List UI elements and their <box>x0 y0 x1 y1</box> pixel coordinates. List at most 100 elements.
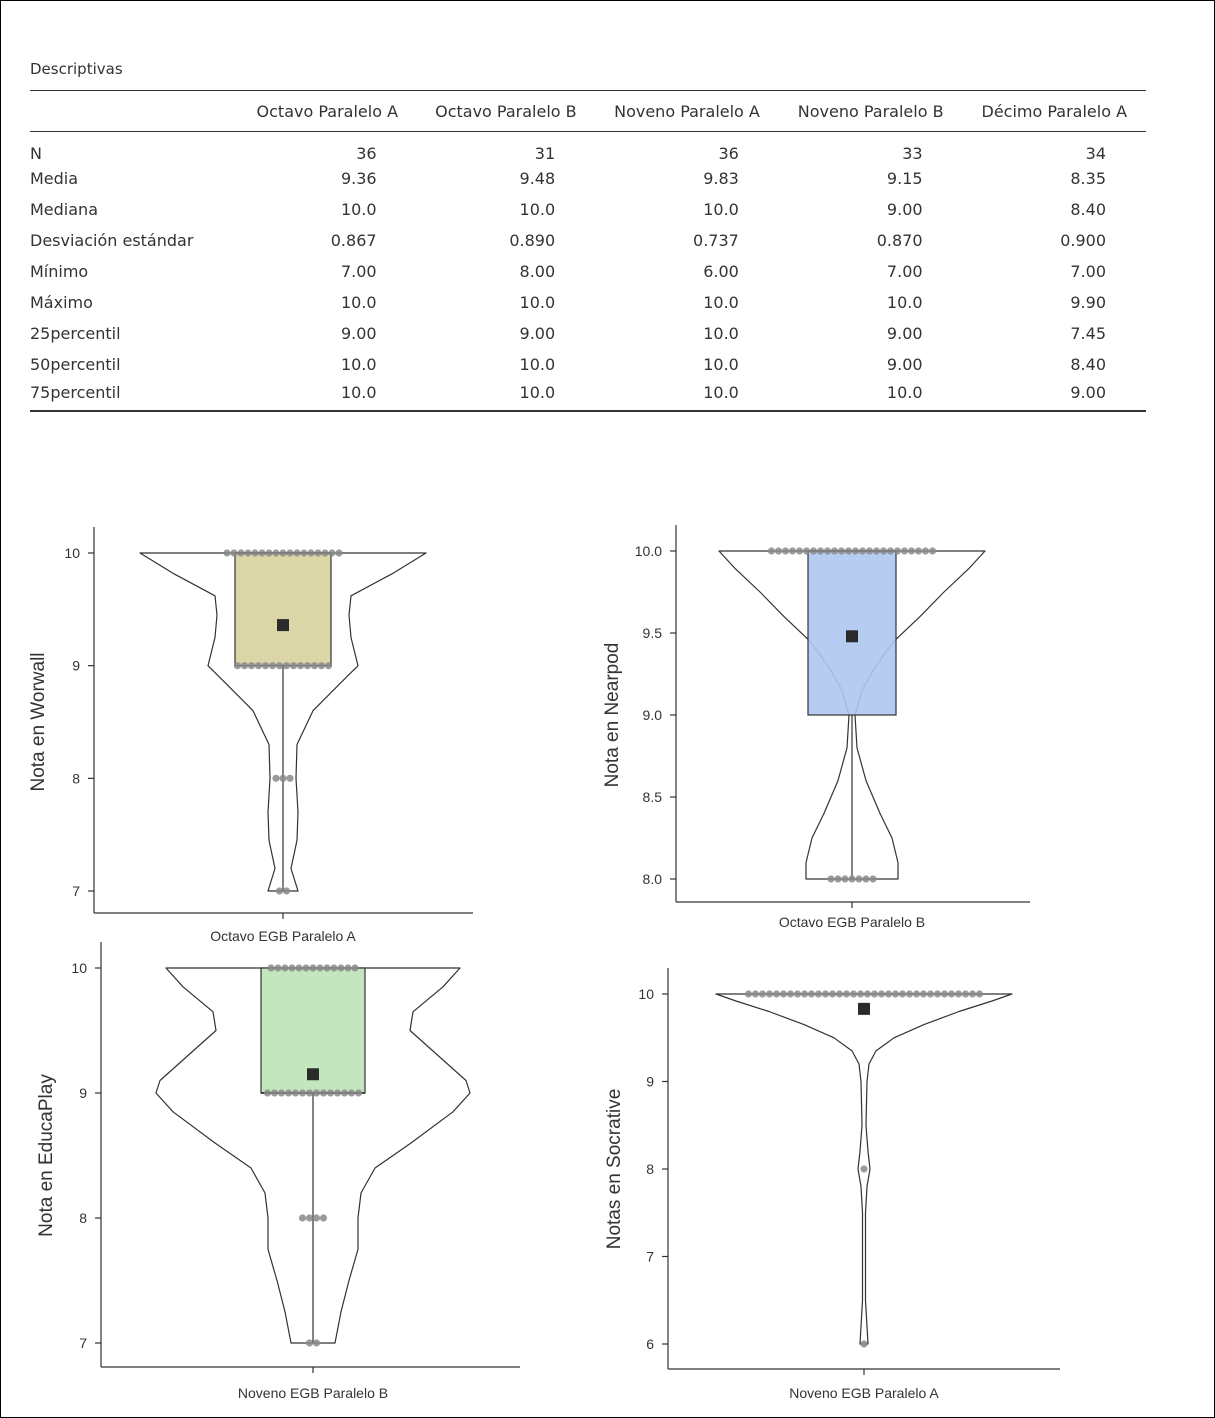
x-category-label: Octavo EGB Paralelo A <box>210 928 356 944</box>
data-point <box>933 990 942 998</box>
table-body: N 36 31 36 33 34 Media 9.36 9.48 9.83 9.15 8.35 Medi… <box>30 132 1146 412</box>
data-point <box>863 990 872 998</box>
y-tick-label: 8.5 <box>643 789 663 805</box>
table-cell: 10.0 <box>519 200 556 219</box>
violin-outline <box>155 967 471 1344</box>
data-point <box>907 547 916 555</box>
data-point <box>816 547 825 555</box>
table-cell: 10.0 <box>703 355 739 374</box>
data-point <box>827 875 835 883</box>
data-point <box>309 964 317 972</box>
data-point <box>272 549 280 557</box>
table-row: Desviación estándar 0.867 0.890 0.737 0.870 0… <box>30 225 1146 256</box>
data-point <box>947 990 956 998</box>
table-cell: 9.90 <box>1070 293 1106 312</box>
data-point <box>319 1089 328 1097</box>
table-cell: 10.0 <box>703 200 739 219</box>
table-cell: 9.00 <box>886 355 923 374</box>
data-point <box>928 547 937 555</box>
table-cell: 8.40 <box>1070 355 1106 374</box>
data-point <box>244 549 252 557</box>
data-point <box>293 549 301 557</box>
data-point <box>261 662 270 670</box>
table-cell: 10.0 <box>703 324 739 343</box>
data-point <box>786 990 795 998</box>
row-label: 75percentil <box>30 380 238 412</box>
y-axis-title: Notas en Socrative <box>604 1089 625 1250</box>
y-tick-label: 6 <box>646 1336 654 1352</box>
data-point <box>303 662 312 670</box>
table-cell: 7.00 <box>886 262 923 281</box>
data-point <box>275 662 284 670</box>
data-point <box>251 549 259 557</box>
data-point <box>263 1089 272 1097</box>
data-point <box>289 662 298 670</box>
data-point <box>905 990 914 998</box>
table-cell: 10.0 <box>340 200 377 219</box>
data-point <box>961 990 970 998</box>
table-cell: 10.0 <box>340 293 377 312</box>
data-point <box>869 875 877 883</box>
table-cell: 8.00 <box>519 262 556 281</box>
data-point <box>851 547 860 555</box>
data-point <box>291 1089 300 1097</box>
axes: 6 7 8 9 10 <box>638 968 1060 1375</box>
data-point <box>891 990 900 998</box>
data-point <box>788 547 797 555</box>
data-point <box>860 1165 868 1173</box>
data-point <box>877 990 886 998</box>
data-point <box>286 549 294 557</box>
data-point <box>354 1089 363 1097</box>
row-label: Máximo <box>30 293 93 312</box>
data-point <box>247 662 256 670</box>
y-tick-label: 9.5 <box>643 625 663 641</box>
data-point <box>326 1089 335 1097</box>
data-point <box>321 549 329 557</box>
y-axis-title: Nota en Worwall <box>28 652 49 791</box>
table-cell: 9.00 <box>519 324 556 343</box>
table-cell: 10.0 <box>595 380 779 412</box>
data-point <box>300 549 308 557</box>
data-point <box>830 547 839 555</box>
data-point <box>337 964 345 972</box>
data-point <box>258 549 266 557</box>
row-label: Media <box>30 169 79 188</box>
data-point <box>926 990 935 998</box>
data-point <box>230 549 238 557</box>
data-point <box>779 990 788 998</box>
table-cell: 6.00 <box>703 262 739 281</box>
data-point <box>328 549 336 557</box>
table-cell: 8.35 <box>1070 169 1106 188</box>
box-group <box>807 550 897 879</box>
data-point <box>319 1214 328 1222</box>
y-tick-label: 7 <box>79 1335 87 1351</box>
y-tick-label: 8 <box>72 770 80 786</box>
data-point <box>744 990 753 998</box>
data-point <box>772 990 781 998</box>
data-point <box>975 990 984 998</box>
table-cell: 36 <box>718 144 739 163</box>
data-point <box>330 964 338 972</box>
x-category-label: Noveno EGB Paralelo B <box>238 1385 388 1401</box>
axes: 8.0 8.5 9.0 9.5 10.0 <box>635 525 1030 908</box>
data-point <box>279 774 287 782</box>
data-point <box>298 1214 307 1222</box>
data-point <box>254 662 263 670</box>
descriptives-table: Octavo Paralelo A Octavo Paralelo B Nove… <box>30 90 1146 412</box>
data-point <box>793 990 802 998</box>
data-point <box>270 1089 279 1097</box>
data-point <box>795 547 804 555</box>
data-point <box>312 1214 321 1222</box>
data-point <box>298 1089 307 1097</box>
y-tick-label: 8.0 <box>643 871 663 887</box>
data-point <box>879 547 888 555</box>
table-cell: 7.00 <box>340 262 377 281</box>
data-point <box>893 547 902 555</box>
data-point <box>344 964 352 972</box>
table-row: Mediana 10.0 10.0 10.0 9.00 8.40 <box>30 194 1146 225</box>
row-label: Mínimo <box>30 262 89 281</box>
data-point <box>351 964 359 972</box>
data-point <box>842 990 851 998</box>
y-axis-title: Nota en Nearpod <box>602 643 623 788</box>
table-cell: 9.00 <box>962 380 1146 412</box>
